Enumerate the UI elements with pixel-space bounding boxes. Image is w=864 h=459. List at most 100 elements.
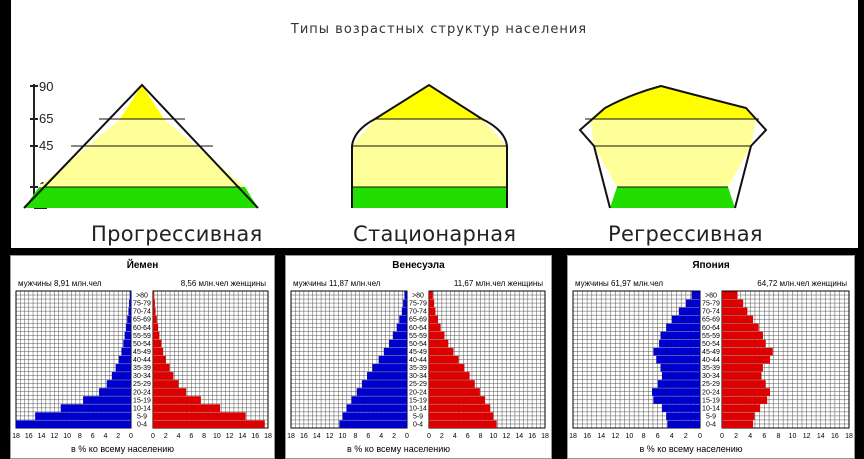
bar-male->80 [129,291,131,300]
bar-female->80 [429,291,433,300]
bar-male-75-79 [685,299,700,308]
x-tick-label: 16 [528,433,536,440]
bar-male-0-4 [339,420,407,428]
bar-female-75-79 [153,299,155,308]
x-tick-label: 8 [353,433,357,440]
bar-female-70-74 [722,307,748,316]
bar-female-25-29 [429,380,475,388]
bar-female-5-9 [429,412,494,420]
x-tick-label: 14 [38,433,46,440]
female-label: 11,67 млн.чел женщины [454,279,543,288]
bar-female-70-74 [429,307,436,316]
x-tick-label: 6 [189,433,193,440]
y-label-45: 45 [39,138,53,153]
x-tick-label: 16 [583,433,591,440]
top-title: Типы возрастных структур населения [290,22,587,37]
bar-male-25-29 [106,380,131,388]
x-tick-label: 12 [226,433,234,440]
age-label: 20-24 [702,389,720,396]
x-tick-label: 14 [597,433,605,440]
age-label: 10-14 [133,405,151,412]
bar-male-60-64 [396,323,407,332]
venezuela-pyramid-chart: Венесуэла мужчины 11,87 млн.чел 11,67 млн.… [287,260,549,454]
x-tick-label: 16 [25,433,33,440]
bar-male-60-64 [666,323,700,332]
age-label: 70-74 [702,309,720,316]
x-tick-label: 4 [748,433,752,440]
age-label: 5-9 [137,413,147,420]
age-structure-types-panel: Типы возрастных структур населения 90 65… [11,0,858,248]
x-tick-label: 14 [817,433,825,440]
bar-male-55-59 [660,331,700,340]
bar-female-15-19 [722,396,768,404]
age-label: 10-14 [702,405,720,412]
age-label: 55-59 [409,333,427,340]
male-label: мужчины 11,87 млн.чел [293,279,381,288]
age-label: 20-24 [133,389,151,396]
bar-male-50-54 [123,339,131,348]
x-tick-label: 14 [515,433,523,440]
x-tick-label: 16 [831,433,839,440]
bar-male-45-49 [653,347,700,356]
x-tick-label: 10 [339,433,347,440]
x-tick-label: 2 [392,433,396,440]
bar-male-5-9 [666,412,700,420]
bar-male-25-29 [361,380,407,388]
panel-venezuela: Венесуэла мужчины 11,87 млн.чел 11,67 млн.… [285,255,552,459]
x-tick-label: 6 [366,433,370,440]
x-tick-label: 6 [762,433,766,440]
bar-male-5-9 [35,412,131,420]
bar-male-70-74 [401,307,407,316]
age-label: 45-49 [702,349,720,356]
bar-female-45-49 [722,347,773,356]
x-tick-label: 4 [103,433,107,440]
bar-female-75-79 [429,299,435,308]
x-axis-label: в % ко всему населению [347,444,450,454]
age-label: 0-4 [706,422,716,429]
yemen-pyramid-chart: Йемен мужчины 8,91 млн.чел 8,56 млн.чел же… [12,258,272,454]
bar-female-45-49 [429,347,454,356]
age-label: 60-64 [409,325,427,332]
bar-male->80 [691,291,700,300]
bar-female-75-79 [722,299,744,308]
x-axis-label: в % ко всему населению [71,444,174,454]
x-tick-label: 8 [78,433,82,440]
bar-male-70-74 [128,307,131,316]
bar-female-5-9 [153,412,246,420]
x-tick-label: 0 [720,433,724,440]
age-label: 20-24 [409,389,427,396]
bar-female-60-64 [153,323,159,332]
age-label: >80 [136,293,148,300]
bar-male-75-79 [129,299,131,308]
x-tick-label: 18 [845,433,853,440]
bar-female-0-4 [429,420,497,428]
x-tick-label: 2 [164,433,168,440]
female-label: 64,72 млн.чел женщины [757,279,847,288]
x-tick-label: 6 [466,433,470,440]
age-label: 50-54 [702,341,720,348]
x-tick-label: 12 [502,433,510,440]
bar-male-5-9 [342,412,407,420]
bar-male-20-24 [652,388,700,396]
age-label: >80 [412,293,424,300]
x-tick-label: 16 [300,433,308,440]
x-tick-label: 4 [670,433,674,440]
bar-female-35-39 [153,364,170,372]
grid [572,290,850,429]
x-tick-label: 18 [569,433,577,440]
age-label: 60-64 [133,325,151,332]
x-tick-label: 12 [611,433,619,440]
bar-female-5-9 [722,412,755,420]
bar-male-30-34 [661,372,700,380]
bar-female-30-34 [153,372,174,380]
x-tick-label: 16 [251,433,259,440]
age-label: 30-34 [133,373,151,380]
x-tick-label: 2 [734,433,738,440]
age-label: 75-79 [133,301,151,308]
bar-male-20-24 [356,388,407,396]
panel-japan: Япония мужчины 61,97 млн.чел 64,72 млн.чел… [567,255,855,459]
age-label: 25-29 [702,381,720,388]
grid [15,290,269,429]
bar-female-25-29 [722,380,766,388]
bar-female-35-39 [429,364,465,372]
